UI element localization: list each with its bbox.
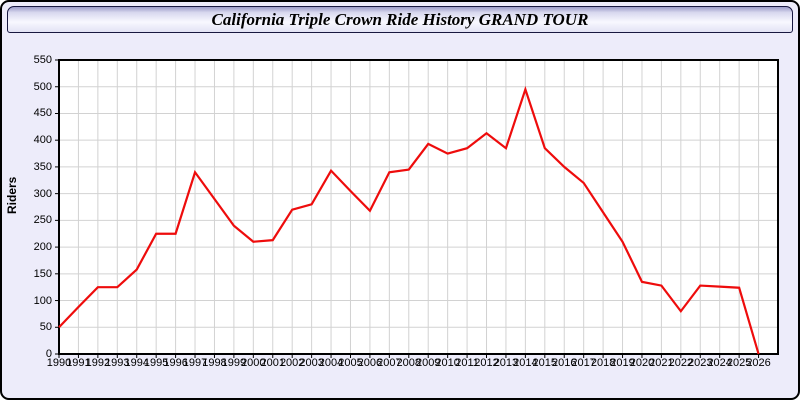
x-tick-label: 1998 xyxy=(202,357,227,369)
x-tick-label: 2009 xyxy=(415,357,441,369)
y-tick-label: 300 xyxy=(33,187,52,200)
x-tick-label: 1996 xyxy=(163,357,188,369)
x-tick-label: 2021 xyxy=(649,357,674,369)
x-tick-label: 2020 xyxy=(629,357,655,369)
x-tick-label: 1997 xyxy=(182,357,208,369)
x-tick-label: 2019 xyxy=(610,357,635,369)
y-tick-label: 50 xyxy=(39,321,52,334)
x-tick-label: 2015 xyxy=(532,357,558,369)
chart-title-bar: California Triple Crown Ride History GRA… xyxy=(7,6,793,33)
y-tick-label: 500 xyxy=(33,80,52,93)
y-tick-label: 400 xyxy=(33,134,52,147)
x-tick-label: 2016 xyxy=(551,357,577,369)
x-tick-label: 2001 xyxy=(260,357,285,369)
y-tick-label: 550 xyxy=(33,54,52,66)
line-chart: Riders 0 50 100 150 200 250 300 350 400 450 500 550… xyxy=(2,34,798,398)
y-tick-label: 100 xyxy=(33,294,52,307)
x-tick-label: 2024 xyxy=(707,357,732,369)
x-tick-label: 2002 xyxy=(279,357,305,369)
x-tick-label: 1999 xyxy=(221,357,247,369)
x-tick-label: 1993 xyxy=(105,357,130,369)
plot-area xyxy=(59,60,778,354)
y-tick-label: 0 xyxy=(45,348,52,360)
y-axis-title: Riders xyxy=(5,176,19,214)
x-tick-label: 2013 xyxy=(493,357,519,369)
x-tick-label: 1990 xyxy=(46,357,72,369)
x-tick-label: 2006 xyxy=(357,357,383,369)
x-tick-label: 2023 xyxy=(688,357,713,369)
x-tick-label: 1991 xyxy=(66,357,91,369)
y-tick-label: 450 xyxy=(33,107,52,120)
x-tick-label: 1994 xyxy=(124,357,149,369)
y-tick-label: 200 xyxy=(33,241,52,254)
x-tick-label: 2005 xyxy=(338,357,363,369)
x-tick-label: 2017 xyxy=(571,357,596,369)
x-tick-label: 1992 xyxy=(85,357,111,369)
x-tick-label: 2022 xyxy=(668,357,694,369)
plot-border xyxy=(58,59,779,355)
x-tick-label: 2008 xyxy=(396,357,422,369)
x-tick-label: 2003 xyxy=(299,357,324,369)
x-tick-label: 1995 xyxy=(143,357,169,369)
x-tick-label: 2000 xyxy=(241,357,266,369)
chart-title: California Triple Crown Ride History GRA… xyxy=(211,9,589,29)
y-tick-label: 250 xyxy=(33,214,52,227)
plot-svg xyxy=(55,59,779,358)
x-tick-label: 2011 xyxy=(455,357,479,369)
x-tick-label: 2018 xyxy=(590,357,616,369)
x-tick-label: 2012 xyxy=(474,357,499,369)
y-tick-label: 150 xyxy=(33,267,52,280)
x-tick-label: 2026 xyxy=(746,357,771,369)
y-tick-label: 350 xyxy=(33,160,52,173)
x-tick-label: 2007 xyxy=(377,357,402,369)
riders-series-line xyxy=(58,85,760,355)
x-tick-label: 2014 xyxy=(513,357,538,369)
x-tick-label: 2010 xyxy=(435,357,460,369)
x-tick-label: 2025 xyxy=(726,357,752,369)
x-tick-label: 2004 xyxy=(318,357,344,369)
